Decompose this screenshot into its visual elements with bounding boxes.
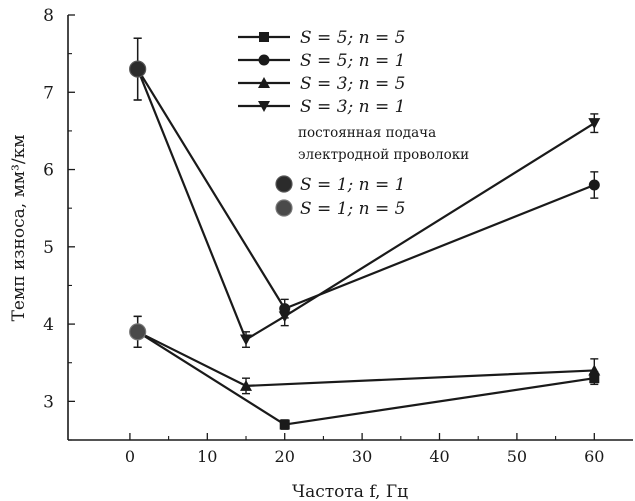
legend-marker — [258, 101, 270, 112]
y-tick-label: 7 — [43, 83, 54, 103]
data-point-marker — [278, 311, 291, 323]
legend-label: S = 1; n = 5 — [300, 199, 405, 219]
y-tick-label: 6 — [43, 161, 54, 181]
x-tick-label: 20 — [275, 447, 295, 466]
constant-feed-point-marker — [129, 323, 147, 341]
x-tick-label: 60 — [584, 447, 604, 466]
legend: S = 5; n = 5 S = 5; n = 1 S = 3; n = 5 S = … — [238, 28, 469, 219]
y-tick-label: 5 — [43, 238, 54, 258]
data-point-marker — [240, 379, 253, 391]
legend-label: S = 3; n = 5 — [300, 74, 405, 94]
y-tick-label: 4 — [43, 315, 54, 335]
legend-label: S = 5; n = 5 — [300, 28, 405, 48]
x-axis-label: Частота f, Гц — [292, 482, 408, 501]
x-tick-label: 50 — [507, 447, 527, 466]
x-tick-label: 40 — [429, 447, 449, 466]
legend-annotation-line: постоянная подача — [298, 125, 436, 141]
y-ticks: 3 4 5 6 7 8 — [43, 6, 75, 441]
legend-marker — [258, 54, 270, 66]
constant-feed-point-marker — [129, 60, 147, 78]
legend-label: S = 1; n = 1 — [300, 175, 405, 195]
x-tick-label: 10 — [197, 447, 217, 466]
data-point-marker — [589, 373, 600, 384]
data-point-marker — [240, 334, 253, 346]
legend-marker — [275, 199, 293, 217]
series-line-3 — [137, 330, 595, 388]
x-tick-label: 30 — [352, 447, 372, 466]
data-point-marker — [588, 118, 601, 130]
series-line-1 — [137, 330, 595, 426]
legend-label: S = 3; n = 1 — [300, 97, 405, 117]
legend-marker — [275, 175, 293, 193]
data-point-marker — [588, 364, 601, 376]
data-point-marker — [588, 179, 600, 191]
series-line-4 — [136, 68, 595, 341]
legend-marker — [259, 32, 269, 42]
y-axis-label: Темп износа, мм³/км — [9, 135, 29, 322]
data-point-marker — [279, 419, 290, 430]
legend-marker — [258, 77, 270, 88]
y-tick-label: 8 — [43, 6, 54, 26]
plot-area: 0 10 20 30 40 50 60 3 4 5 6 7 8 — [43, 6, 633, 466]
series-lines — [136, 68, 595, 426]
markers — [129, 60, 601, 430]
legend-label: S = 5; n = 1 — [300, 51, 405, 71]
x-ticks: 0 10 20 30 40 50 60 — [125, 433, 604, 466]
x-tick-label: 0 — [125, 447, 135, 466]
y-tick-label: 3 — [43, 392, 54, 412]
legend-annotation-line: электродной проволоки — [298, 147, 469, 163]
